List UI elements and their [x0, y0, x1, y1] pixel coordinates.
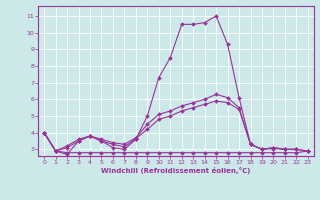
X-axis label: Windchill (Refroidissement éolien,°C): Windchill (Refroidissement éolien,°C)	[101, 167, 251, 174]
